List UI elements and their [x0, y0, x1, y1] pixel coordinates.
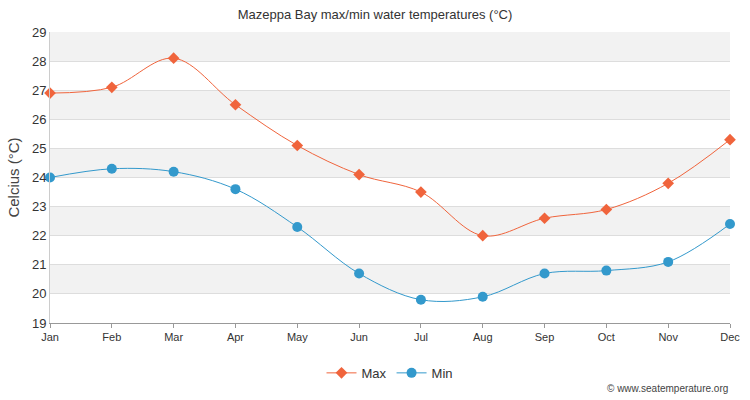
svg-text:Oct: Oct	[598, 331, 615, 343]
svg-text:© www.seatemperature.org: © www.seatemperature.org	[607, 383, 728, 394]
svg-text:28: 28	[32, 54, 46, 69]
svg-text:Jun: Jun	[350, 331, 368, 343]
svg-text:May: May	[287, 331, 308, 343]
svg-text:24: 24	[32, 170, 46, 185]
svg-text:Min: Min	[432, 366, 453, 381]
svg-text:19: 19	[32, 316, 46, 331]
svg-text:Max: Max	[362, 366, 387, 381]
svg-text:Jul: Jul	[414, 331, 428, 343]
svg-text:Sep: Sep	[535, 331, 555, 343]
svg-text:Feb: Feb	[102, 331, 121, 343]
svg-text:Nov: Nov	[658, 331, 678, 343]
svg-text:26: 26	[32, 112, 46, 127]
svg-text:25: 25	[32, 141, 46, 156]
svg-text:Dec: Dec	[720, 331, 740, 343]
svg-text:29: 29	[32, 25, 46, 40]
svg-text:Celcius (°C): Celcius (°C)	[5, 137, 22, 217]
svg-text:Mar: Mar	[164, 331, 183, 343]
svg-text:Jan: Jan	[41, 331, 59, 343]
svg-text:Mazeppa Bay max/min water temp: Mazeppa Bay max/min water temperatures (…	[238, 7, 513, 22]
svg-text:20: 20	[32, 286, 46, 301]
svg-text:23: 23	[32, 199, 46, 214]
svg-text:22: 22	[32, 228, 46, 243]
svg-text:Apr: Apr	[227, 331, 244, 343]
svg-text:27: 27	[32, 83, 46, 98]
svg-text:21: 21	[32, 257, 46, 272]
svg-text:Aug: Aug	[473, 331, 493, 343]
